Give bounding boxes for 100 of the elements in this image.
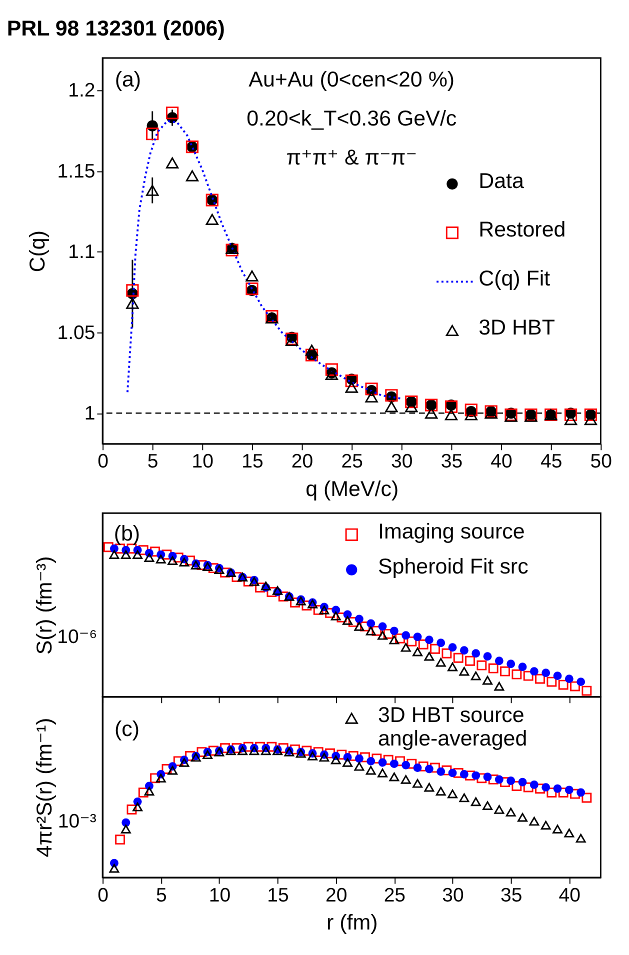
point bbox=[483, 772, 492, 782]
point bbox=[402, 631, 410, 640]
point bbox=[313, 605, 324, 615]
point bbox=[115, 834, 126, 845]
legend-label: 3D HBT source angle-averaged bbox=[378, 703, 528, 751]
point bbox=[448, 643, 457, 652]
point bbox=[400, 642, 411, 652]
point bbox=[378, 631, 388, 640]
point bbox=[418, 639, 428, 650]
point bbox=[430, 762, 440, 773]
point bbox=[372, 754, 382, 764]
point bbox=[436, 767, 446, 776]
point bbox=[366, 756, 376, 766]
x-tick-label: 5 bbox=[156, 884, 167, 906]
point bbox=[378, 768, 388, 778]
point bbox=[126, 284, 139, 297]
point bbox=[342, 758, 352, 767]
point bbox=[530, 667, 538, 676]
point bbox=[570, 788, 580, 799]
point bbox=[146, 184, 159, 196]
point bbox=[476, 660, 487, 670]
y-axis-title: 4πr²S(r) (fm⁻¹) bbox=[32, 718, 56, 858]
point bbox=[383, 754, 394, 765]
point bbox=[156, 554, 166, 564]
point bbox=[412, 647, 422, 656]
point bbox=[389, 772, 400, 782]
x-tick-label: 10 bbox=[192, 450, 214, 473]
point bbox=[465, 656, 475, 666]
annotation: (a) bbox=[114, 67, 142, 92]
point bbox=[518, 812, 528, 822]
x-axis-title: r (fm) bbox=[326, 910, 378, 935]
y-tick-label: 1.2 bbox=[68, 80, 96, 102]
point bbox=[482, 676, 492, 685]
point bbox=[319, 752, 330, 762]
point bbox=[472, 771, 480, 780]
text: (c) bbox=[114, 716, 140, 741]
point bbox=[360, 752, 370, 762]
point bbox=[476, 773, 487, 784]
point bbox=[354, 762, 364, 771]
point bbox=[424, 764, 434, 774]
x-tick-label: 15 bbox=[242, 450, 264, 473]
point bbox=[413, 632, 422, 642]
x-tick-label: 15 bbox=[267, 884, 290, 906]
point bbox=[546, 676, 557, 687]
point bbox=[354, 622, 364, 631]
text: 10⁻³ bbox=[58, 810, 97, 833]
point bbox=[156, 774, 166, 783]
point bbox=[255, 582, 266, 592]
legend-label: Spheroid Fit src bbox=[378, 554, 529, 579]
point bbox=[564, 786, 574, 794]
point bbox=[330, 755, 341, 764]
text: (b) bbox=[114, 522, 140, 546]
point bbox=[179, 758, 190, 767]
point bbox=[389, 636, 400, 644]
point bbox=[582, 792, 592, 803]
point bbox=[542, 783, 550, 792]
point bbox=[576, 834, 586, 843]
point bbox=[436, 658, 446, 667]
point bbox=[564, 408, 578, 422]
legend-label: C(q) Fit bbox=[478, 266, 550, 291]
point bbox=[483, 652, 492, 661]
point bbox=[378, 622, 387, 631]
legend-label: Imaging source bbox=[378, 520, 525, 544]
point bbox=[424, 652, 434, 661]
point bbox=[378, 758, 387, 767]
point bbox=[494, 656, 504, 666]
point bbox=[366, 626, 376, 636]
point bbox=[166, 157, 179, 168]
point bbox=[372, 626, 382, 636]
point bbox=[132, 802, 143, 812]
point bbox=[535, 674, 545, 684]
y-tick-label: 1.15 bbox=[57, 160, 96, 182]
chart-title: PRL 98 132301 (2006) bbox=[6, 16, 225, 41]
point bbox=[138, 788, 148, 798]
point bbox=[168, 766, 178, 775]
point bbox=[494, 775, 504, 784]
y-tick-label: 1 bbox=[84, 402, 96, 424]
point bbox=[366, 766, 376, 775]
legend-label: Data bbox=[478, 168, 524, 193]
x-tick-label: 20 bbox=[325, 884, 348, 906]
point bbox=[406, 758, 417, 769]
point bbox=[424, 636, 434, 644]
point bbox=[518, 662, 527, 672]
y-axis-title: S(r) (fm⁻³) bbox=[32, 556, 56, 655]
point bbox=[109, 864, 120, 873]
point bbox=[395, 756, 405, 766]
point bbox=[459, 793, 470, 802]
point bbox=[430, 644, 440, 654]
point bbox=[506, 808, 516, 817]
point bbox=[564, 674, 574, 684]
point bbox=[558, 680, 568, 690]
y-tick-label: 1.05 bbox=[57, 322, 96, 344]
point bbox=[249, 746, 260, 756]
point bbox=[168, 556, 178, 565]
y-tick-label: 1.1 bbox=[68, 241, 96, 264]
point bbox=[482, 801, 492, 810]
point bbox=[202, 750, 213, 760]
point bbox=[150, 773, 160, 784]
point bbox=[126, 298, 139, 309]
point bbox=[336, 750, 347, 760]
